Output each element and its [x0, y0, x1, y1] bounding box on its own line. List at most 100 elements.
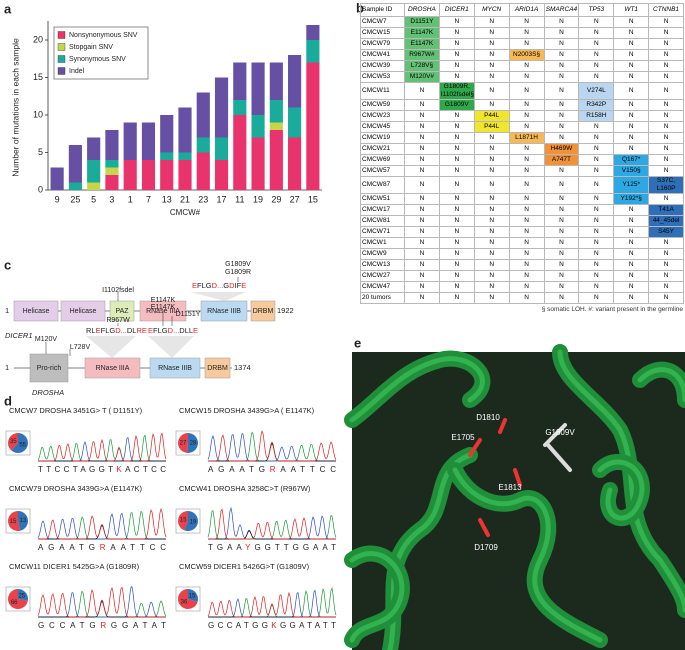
mutation-cell: N: [508, 226, 545, 238]
mutation-cell: N: [613, 270, 650, 282]
bar-segment: [196, 137, 210, 153]
mutation-cell: N: [578, 154, 615, 166]
residue-label: D1709: [474, 543, 498, 552]
bar-segment: [105, 175, 119, 190]
bar-segment: [178, 152, 192, 160]
sequence-segment: R: [100, 543, 106, 552]
sample-id: CMCW59: [360, 99, 405, 111]
x-tick-label: 27: [290, 194, 300, 204]
sample-id: CMCW71: [360, 226, 405, 238]
mutation-cell: N: [543, 16, 580, 28]
mutation-cell: N: [473, 237, 510, 249]
mutation-cell: L1871H: [508, 132, 545, 144]
sample-id: CMCW47: [360, 281, 405, 293]
motif-segment: FLG: [197, 281, 212, 290]
mutation-cell: G1809R, I1102fsdel§: [438, 82, 475, 100]
mutation-cell: N: [578, 71, 615, 83]
bar-segment: [214, 160, 229, 190]
motif: EFLGD...DLLE: [148, 326, 198, 335]
mutation-cell: N: [613, 281, 650, 293]
x-tick-label: 23: [198, 194, 208, 204]
mutation-cell: N: [473, 60, 510, 72]
trace: [208, 508, 336, 540]
mutation-cell: N: [613, 49, 650, 61]
bar-segment: [269, 62, 283, 100]
bar-segment: [233, 62, 247, 100]
table-row: CMCW79 E1147K N N N N N N N: [360, 38, 684, 50]
bar-segment: [87, 182, 101, 190]
legend-label: Nonsynonymous SNV: [69, 32, 138, 39]
pie-label: 35: [10, 439, 17, 445]
mutation-cell: N: [613, 259, 650, 271]
pie-label: 15: [10, 519, 17, 525]
bar-segment: [196, 92, 210, 138]
mutation-cell: N: [648, 27, 684, 39]
mutation-cell: N: [613, 82, 650, 100]
mutation-cell: N: [438, 27, 475, 39]
mutation-cell: N: [613, 237, 650, 249]
mutation-cell: N: [438, 132, 475, 144]
bar-segment: [251, 62, 265, 115]
bar-segment: [269, 122, 283, 130]
mutation-cell: N: [543, 110, 580, 122]
sample-id: CMCW69: [360, 154, 405, 166]
mutation-label: R967W: [106, 317, 130, 324]
protein-start: 1: [5, 306, 9, 315]
mutation-cell: N: [578, 27, 615, 39]
mutation-cell: N: [543, 165, 580, 177]
mutation-cell: N: [508, 82, 545, 100]
mutation-cell: N: [473, 281, 510, 293]
mutation-cell: N: [543, 38, 580, 50]
mutation-cell: N: [648, 121, 684, 133]
sample-id: CMCW27: [360, 270, 405, 282]
legend-swatch: [57, 31, 66, 39]
mutation-cell: N: [578, 132, 615, 144]
mutation-cell: R967W#: [404, 49, 440, 61]
panel-label: e: [354, 335, 361, 350]
mutation-cell: N: [473, 215, 510, 227]
mutation-cell: N: [438, 215, 475, 227]
legend-label: Indel: [69, 68, 85, 75]
bar-segment: [123, 122, 137, 160]
sample-id: CMCW9: [360, 248, 405, 260]
mutation-cell: N: [578, 226, 615, 238]
mutation-cell: N: [438, 237, 475, 249]
header-cell: DICER1: [438, 3, 475, 17]
legend-label: Synonymous SNV: [69, 56, 126, 63]
mutation-cell: N: [404, 237, 440, 249]
mutation-cell: N: [648, 259, 684, 271]
mutation-cell: N: [648, 16, 684, 28]
mutation-cell: N: [508, 281, 545, 293]
gene-name: DICER1: [5, 331, 33, 340]
ribbon-highlight: [637, 367, 685, 403]
mutation-cell: N: [438, 248, 475, 260]
mutation-cell: N: [473, 38, 510, 50]
x-tick-label: 25: [70, 194, 80, 204]
header-cell: CTNNB1: [648, 3, 684, 17]
residue-label: G1809V: [545, 428, 575, 437]
mutation-cell: N: [613, 204, 650, 216]
bar-segment: [87, 137, 101, 160]
ribbon-highlight: [597, 459, 645, 521]
domain-label: Helicase: [70, 308, 97, 315]
mutation-cell: N: [404, 226, 440, 238]
sequence-segment: AGAATG: [38, 543, 95, 552]
mutation-cell: 44_45del: [648, 215, 684, 227]
mutation-cell: N: [648, 132, 684, 144]
mutation-cell: N: [543, 215, 580, 227]
mutation-cell: N: [613, 99, 650, 111]
mutation-cell: N: [404, 193, 440, 205]
bar-segment: [251, 115, 265, 138]
table-row: CMCW69 N N N N A747T N Q167* N: [360, 154, 684, 166]
mutation-cell: N: [438, 292, 475, 304]
pie-wedge: [18, 589, 28, 601]
domain-box: [250, 300, 276, 322]
mutation-cell: N: [404, 99, 440, 111]
bar-segment: [214, 77, 229, 138]
mutation-cell: N: [543, 193, 580, 205]
mutation-cell: N: [578, 292, 615, 304]
sample-id: CMCW39: [360, 60, 405, 72]
table-row: CMCW71 N N N N N N N S45Y: [360, 226, 684, 238]
bar-segment: [251, 137, 265, 190]
y-tick-label: 15: [33, 72, 43, 82]
